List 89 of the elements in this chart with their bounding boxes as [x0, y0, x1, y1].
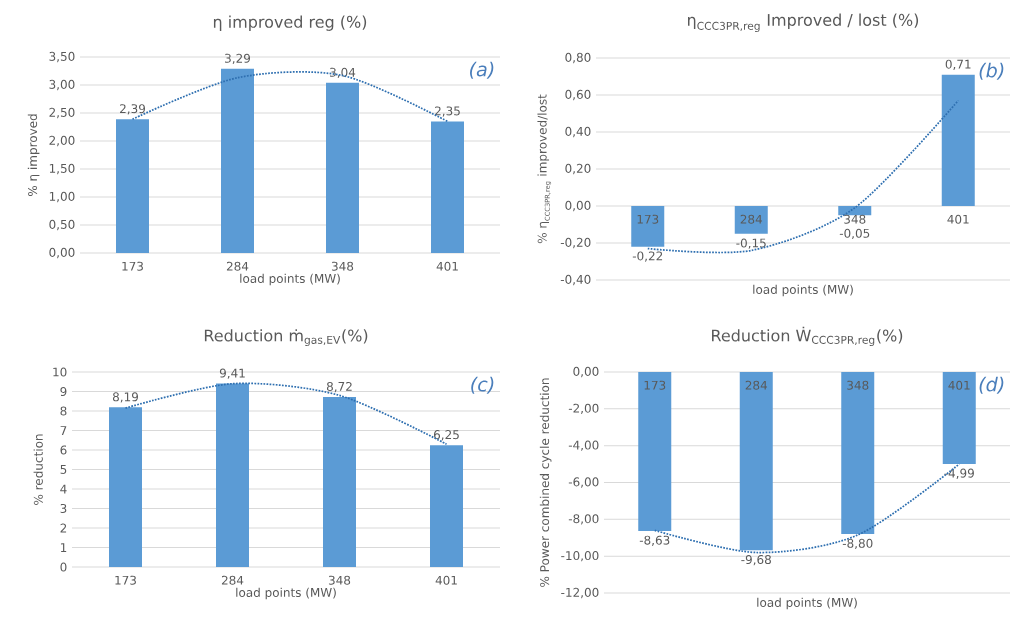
x-axis-title: load points (MW)	[753, 284, 853, 297]
x-tick-label: 401	[948, 380, 970, 390]
data-label: -0,22	[632, 251, 663, 262]
data-label: 8,72	[326, 381, 352, 393]
y-tick-label: 0,20	[565, 163, 591, 175]
x-tick-label: 284	[745, 380, 768, 390]
data-label: -0,05	[839, 228, 870, 240]
y-axis-title: % η improved	[27, 114, 40, 197]
bar	[221, 68, 254, 254]
x-axis-title: load points (MW)	[240, 273, 340, 286]
y-tick-label: 2,00	[49, 135, 75, 147]
annotation: (b)	[979, 62, 1004, 80]
y-tick-label: 0	[60, 562, 67, 572]
annotation: (c)	[471, 376, 494, 394]
chart-title: η improved reg (%)	[213, 15, 367, 31]
x-tick-label: 348	[844, 214, 866, 224]
x-tick-label: 173	[115, 575, 136, 585]
y-tick-label: -6,00	[568, 477, 599, 488]
bar	[323, 396, 356, 568]
y-tick-label: 2,50	[49, 107, 75, 119]
chart-title: $\mbox{η}_{\mbox{\footnotesize CCC3PR,reg}}\mbox{ Improved / lost (\%)}$	[688, 13, 919, 32]
y-tick-label: 8	[60, 406, 67, 416]
data-label: 9,41	[219, 368, 245, 379]
x-tick-label: 173	[644, 380, 666, 390]
x-tick-label: 348	[847, 380, 869, 390]
y-axis-title: $\mbox{\% η}_{\mbox{\tiny CCC3PR,reg}}\mbox{ improved/lost}$	[537, 94, 552, 244]
data-label: -8,63	[639, 535, 670, 546]
annotation: (d)	[979, 376, 1004, 394]
x-tick-label: 284	[221, 575, 244, 585]
y-tick-label: 4	[60, 484, 67, 494]
y-tick-label: -8,00	[568, 514, 599, 525]
y-tick-label: 10	[53, 367, 67, 377]
y-tick-label: 0,40	[565, 126, 591, 138]
y-tick-label: 7	[60, 426, 67, 435]
chart-title: $\mbox{Reduction Ẇ}_{\mbox{\footnotesize CCC3PR,reg}}\mbox{(\%)}$	[712, 326, 903, 346]
x-tick-label: 401	[435, 575, 457, 585]
y-tick-label: 5	[60, 465, 67, 474]
bar	[216, 383, 249, 568]
y-tick-label: 1,50	[49, 163, 75, 175]
y-tick-label: -0,20	[560, 237, 591, 249]
x-tick-label: 401	[947, 214, 969, 224]
y-tick-label: 0,00	[565, 200, 591, 212]
y-tick-label: -10,00	[561, 551, 599, 562]
y-tick-label: 1,00	[49, 191, 75, 203]
bar	[430, 445, 463, 568]
y-tick-label: -4,00	[568, 440, 599, 451]
y-tick-label: 3,50	[49, 51, 75, 63]
data-label: 6,25	[433, 430, 459, 441]
bar	[431, 121, 464, 254]
y-tick-label: 3,00	[49, 79, 75, 91]
y-tick-label: 3	[60, 503, 67, 514]
data-label: 2,35	[435, 106, 460, 117]
y-tick-label: -2,00	[568, 403, 599, 414]
y-tick-label: 6	[60, 445, 67, 455]
data-label: 0,71	[945, 59, 971, 70]
data-label: -9,68	[741, 554, 771, 566]
y-tick-label: 0,50	[49, 219, 75, 231]
y-tick-label: 0,80	[565, 52, 591, 64]
bar	[326, 82, 359, 254]
data-label: 8,19	[112, 392, 139, 403]
bar	[109, 407, 142, 568]
x-tick-label: 284	[226, 261, 249, 271]
x-tick-label: 348	[331, 261, 354, 271]
y-tick-label: 0,00	[49, 247, 75, 259]
x-tick-label: 401	[436, 261, 458, 271]
y-tick-label: -0,40	[560, 274, 591, 286]
y-tick-label: 0,60	[565, 89, 591, 101]
x-tick-label: 284	[740, 214, 763, 224]
x-axis-title: load points (MW)	[757, 597, 857, 610]
annotation: (a)	[470, 61, 494, 79]
y-tick-label: -12,00	[561, 587, 599, 599]
x-tick-label: 348	[328, 575, 351, 585]
chart-title: $\mbox{Reduction ṁ}_{\mbox{\footnotesize gas,EV}}\mbox{(\%)}$	[204, 329, 368, 346]
x-tick-label: 173	[122, 261, 143, 271]
y-tick-label: 1	[60, 543, 67, 552]
data-label: 3,04	[330, 67, 356, 79]
x-axis-title: load points (MW)	[236, 587, 336, 600]
y-tick-label: 9	[60, 386, 67, 397]
data-label: -8,80	[842, 538, 873, 550]
y-tick-label: 0,00	[573, 366, 599, 378]
x-tick-label: 173	[637, 214, 659, 224]
y-axis-title: % Power combined cycle reduction	[539, 378, 552, 587]
data-label: 3,29	[225, 53, 251, 65]
data-label: -0,15	[736, 238, 766, 249]
data-label: 2,39	[120, 104, 146, 115]
data-label: -4,99	[944, 468, 974, 479]
y-axis-title: % reduction	[33, 434, 43, 505]
bar	[116, 119, 149, 254]
y-tick-label: 2	[60, 523, 67, 533]
